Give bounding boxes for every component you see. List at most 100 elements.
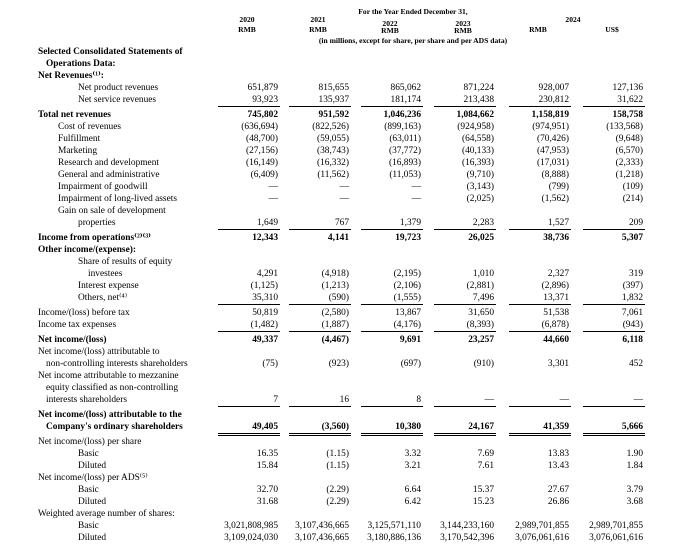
cell-value: 6.64 (404, 485, 421, 495)
underline (361, 304, 423, 305)
cell-value: 13.43 (547, 461, 569, 471)
row-label: Operations Data: (46, 59, 116, 69)
cell-value: 9,691 (399, 335, 421, 345)
column-currency: RMB (529, 25, 547, 34)
row-label: Fulfillment (58, 134, 101, 144)
cell-value: (1,482) (250, 320, 278, 330)
cell-value: (16,332) (316, 158, 349, 168)
cell-value: 319 (628, 269, 643, 279)
cell-value: (910) (473, 359, 494, 369)
cell-value: (1.15) (326, 461, 349, 471)
column-year: 2023 (455, 19, 471, 28)
row-label: non-controlling interests shareholders (46, 359, 188, 369)
underline (509, 229, 571, 230)
row-label: Other income/(expense): (38, 245, 136, 255)
column-currency: RMB (381, 26, 399, 35)
cell-value: (17,031) (536, 158, 569, 168)
cell-value: (4,918) (321, 269, 349, 279)
cell-value: (924,958) (457, 122, 494, 132)
row-label: Diluted (78, 533, 107, 543)
cell-value: 3,109,024,030 (224, 533, 278, 543)
cell-value: (2,025) (466, 194, 494, 204)
cell-value: 35,310 (252, 293, 278, 303)
cell-value: 3.79 (626, 485, 643, 495)
underline (583, 435, 645, 436)
cell-value: (974,951) (532, 122, 569, 132)
row-label: Basic (78, 449, 99, 459)
underline (509, 435, 571, 436)
cell-value: 230,812 (538, 95, 569, 105)
row-label: Net Revenues⁽¹⁾: (38, 71, 104, 81)
cell-value: 13,371 (543, 293, 569, 303)
row-label: properties (78, 218, 116, 228)
cell-value: (6,409) (250, 170, 278, 180)
column-year: 2022 (382, 19, 398, 28)
cell-value: 15.23 (472, 497, 494, 507)
row-label: Diluted (78, 461, 107, 471)
cell-value: — (411, 182, 421, 192)
underline (289, 229, 351, 230)
cell-value: 3.21 (404, 461, 421, 471)
cell-value: 38,736 (543, 233, 569, 243)
cell-value: (397) (622, 281, 643, 291)
row-label: Diluted (78, 497, 107, 507)
cell-value: (6,878) (541, 320, 569, 330)
column-currency: US$ (605, 25, 619, 34)
period-title: For the Year Ended December 31, (358, 7, 468, 16)
row-label: Net service revenues (78, 95, 157, 105)
cell-value: (109) (622, 182, 643, 192)
cell-value: 7,061 (621, 308, 643, 318)
row-label: Interest expense (78, 281, 139, 291)
underline (583, 106, 645, 107)
underline (509, 106, 571, 107)
cell-value: (1,213) (321, 281, 349, 291)
cell-value: — (559, 395, 569, 405)
cell-value: 2,283 (472, 218, 494, 228)
cell-value: (214) (622, 194, 643, 204)
underline (361, 229, 423, 230)
column-currency: RMB (454, 26, 472, 35)
cell-value: 865,062 (390, 83, 421, 93)
cell-value: (2.29) (326, 497, 349, 507)
underline (434, 229, 496, 230)
subtitle: (in millions, except for share, per shar… (318, 36, 508, 45)
cell-value: 24,167 (468, 422, 494, 432)
row-label: Weighted average number of shares: (38, 509, 175, 519)
cell-value: (636,694) (241, 122, 278, 132)
cell-value: 213,438 (463, 95, 494, 105)
cell-value: (9,710) (466, 170, 494, 180)
underline (289, 433, 351, 434)
cell-value: (923) (328, 359, 349, 369)
cell-value: 3.32 (404, 449, 421, 459)
cell-value: (899,163) (384, 122, 421, 132)
cell-value: 3,107,436,665 (295, 533, 349, 543)
column-currency: RMB (238, 25, 256, 34)
row-label: Net income/(loss) per share (38, 437, 142, 447)
cell-value: 1,084,662 (456, 110, 495, 120)
cell-value: (16,893) (388, 158, 421, 168)
cell-value: 2,989,701,855 (515, 521, 569, 531)
cell-value: — (633, 395, 643, 405)
cell-value: (48,700) (245, 134, 278, 144)
cell-value: 3.68 (626, 497, 643, 507)
row-label: Net income/(loss) attributable to (38, 347, 160, 357)
cell-value: 3,107,436,665 (295, 521, 349, 531)
row-label: Research and development (58, 158, 160, 168)
row-label: equity classified as non-controlling (46, 383, 179, 393)
cell-value: 815,655 (318, 83, 349, 93)
cell-value: 2,989,701,855 (589, 521, 643, 531)
cell-value: 3,076,061,616 (589, 533, 643, 543)
row-label: Company's ordinary shareholders (46, 422, 183, 432)
row-label: Basic (78, 521, 99, 531)
cell-value: 3,076,061,616 (515, 533, 569, 543)
cell-value: 10,380 (395, 422, 421, 432)
cell-value: 16 (339, 395, 349, 405)
cell-value: (1,125) (250, 281, 278, 291)
row-label: Marketing (58, 146, 98, 156)
cell-value: 7 (273, 395, 278, 405)
cell-value: (2,881) (466, 281, 494, 291)
cell-value: 1,832 (621, 293, 643, 303)
cell-value: 127,136 (612, 83, 643, 93)
cell-value: (63,011) (389, 134, 421, 144)
cell-value: 1,527 (547, 218, 569, 228)
